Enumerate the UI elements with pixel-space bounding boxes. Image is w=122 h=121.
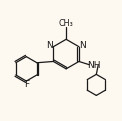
Text: NH: NH — [87, 61, 100, 70]
Text: N: N — [46, 41, 53, 50]
Text: N: N — [79, 41, 86, 50]
Text: F: F — [24, 80, 30, 89]
Text: CH₃: CH₃ — [59, 19, 74, 28]
